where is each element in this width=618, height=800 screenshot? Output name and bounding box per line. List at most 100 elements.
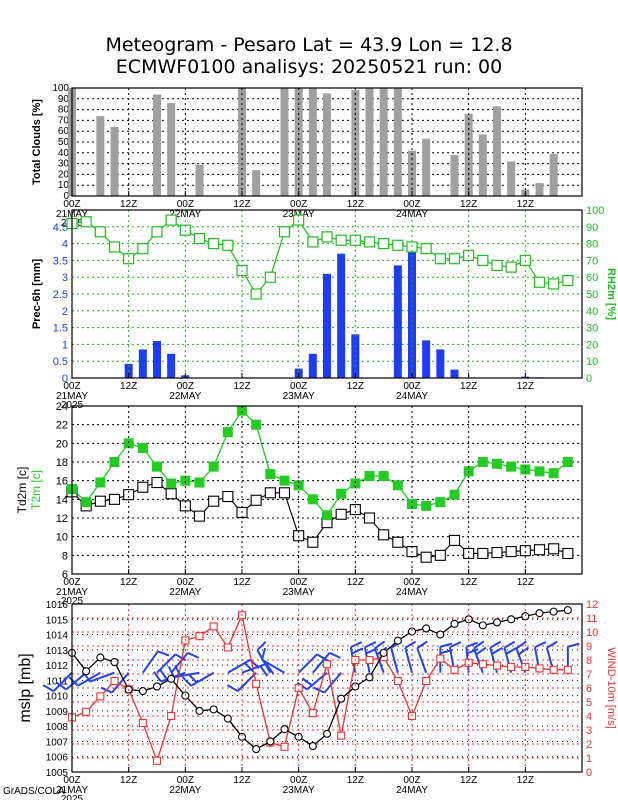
mslp-y-tick-0: 1005: [46, 768, 69, 779]
rh-marker-29: [477, 254, 489, 266]
td2m-marker-14: [264, 487, 276, 499]
wind-barb-flag-8-0: [153, 671, 162, 683]
td2m-marker-10: [208, 495, 220, 507]
rh-y-tick-4: 40: [586, 306, 598, 318]
wind-barb-3: [89, 671, 115, 683]
cloud-bar-3: [153, 94, 161, 196]
mslp-marker-18: [322, 729, 332, 738]
wind-barb-flag-10-1: [187, 673, 198, 684]
prec-y-tick-9: 4.5: [53, 222, 68, 234]
cloud-bar-9: [294, 88, 303, 196]
prec-y-tick-0: 0: [62, 373, 68, 385]
t2m-marker-14: [265, 469, 276, 480]
wind-barb-flag-26-0: [440, 642, 453, 648]
mslp-y-tick-6: 1011: [46, 676, 68, 687]
t2m-marker-17: [307, 494, 318, 505]
wind-barb-13: [237, 672, 257, 692]
t2m-marker-11: [222, 427, 233, 438]
td2m-marker-19: [335, 508, 347, 520]
wind-barb-flag-1-0: [55, 681, 67, 691]
rh-y-tick-7: 70: [586, 255, 598, 267]
t2m-marker-18: [322, 510, 332, 521]
prec-y-tick-3: 1.5: [53, 323, 68, 335]
td2m-marker-35: [562, 547, 574, 560]
t2m-marker-31: [506, 461, 517, 472]
prec-y-tick-5: 2.5: [53, 289, 68, 301]
mslp-marker-17: [308, 741, 317, 751]
wind-barb-flag-0-0: [42, 684, 55, 692]
td2m-marker-8: [179, 500, 191, 512]
temp-y-tick-5: 16: [56, 476, 68, 488]
wind-y-tick-6: 6: [586, 683, 592, 695]
td2m-marker-2: [94, 495, 106, 507]
td2m-marker-33: [533, 544, 546, 556]
rh-y-tick-9: 90: [586, 222, 598, 234]
wind-marker-5: [138, 718, 147, 728]
wind-y-tick-2: 2: [586, 739, 592, 751]
rh-marker-9: [193, 232, 206, 245]
wind-marker-35: [563, 665, 572, 674]
x-day-label-2-3: 24MAY: [396, 587, 428, 598]
clouds-y-tick-7: 70: [58, 115, 70, 126]
wind-barb-flag-34-0: [546, 640, 558, 649]
t2m-marker-1: [81, 497, 92, 508]
rh-marker-30: [491, 259, 503, 272]
x-tick-label-3-6: 00Z: [403, 775, 420, 786]
wind-barb-16: [297, 653, 318, 674]
cloud-bar-13: [365, 88, 374, 196]
wind-marker-29: [478, 660, 487, 669]
t2m-marker-35: [562, 457, 573, 467]
td2m-marker-25: [420, 551, 432, 563]
rh-marker-14: [264, 271, 276, 283]
wind-y-tick-12: 12: [586, 599, 598, 611]
prec-y-tick-6: 3: [62, 272, 68, 284]
rh-marker-19: [335, 234, 347, 246]
td2m-marker-20: [349, 504, 361, 516]
td2m-marker-27: [448, 534, 461, 546]
x-tick-label-3-5: 12Z: [347, 775, 364, 786]
mslp-y-tick-11: 1016: [46, 600, 69, 611]
wind-barb-19: [323, 672, 342, 694]
mslp-y-tick-1: 1006: [46, 753, 69, 764]
mslp-marker-2: [96, 653, 105, 662]
rh-y-tick-1: 10: [586, 356, 598, 368]
wind-barb-flag-15-0: [261, 647, 267, 660]
rh-marker-3: [108, 241, 121, 253]
mslp-marker-23: [393, 636, 402, 645]
wind-barb-flag-30-1: [491, 647, 503, 655]
wind-barb-15: [261, 658, 285, 674]
x-tick-label-0-6: 00Z: [403, 199, 420, 210]
t2m-marker-3: [109, 457, 120, 467]
rh-marker-31: [505, 261, 517, 273]
rh-marker-10: [208, 238, 220, 250]
clouds-y-tick-3: 30: [58, 159, 70, 170]
prec-bar-21: [408, 250, 416, 378]
t2m-marker-19: [336, 488, 347, 499]
cloud-bar-20: [478, 134, 487, 196]
x-tick-label-1-3: 12Z: [233, 381, 250, 392]
prec-bar-20: [393, 265, 402, 378]
cloud-bar-24: [535, 183, 544, 196]
t2m-marker-21: [364, 471, 375, 481]
x-day-label-3-0: 21MAY: [56, 785, 88, 796]
wind-barb-flag-33-0: [534, 641, 547, 649]
td2m-marker-5: [137, 481, 149, 493]
mslp-marker-25: [422, 624, 431, 633]
wind-barb-flag-12-0: [265, 663, 275, 675]
clouds-y-tick-1: 10: [58, 180, 70, 191]
mslp-marker-32: [521, 612, 530, 621]
rh-ylabel: RH2m [%]: [605, 268, 617, 320]
mslp-y-tick-10: 1015: [46, 615, 69, 626]
temp-y-tick-2: 10: [56, 532, 68, 544]
cloud-bar-22: [507, 161, 516, 196]
td2m-line: [71, 481, 569, 558]
clouds-y-tick-9: 90: [58, 94, 70, 105]
t2m-marker-30: [492, 458, 502, 469]
t2m-marker-34: [548, 468, 559, 479]
t2m-marker-25: [421, 500, 432, 511]
wind-y-tick-3: 3: [586, 725, 592, 737]
rh-marker-23: [392, 239, 404, 251]
wind-marker-3: [110, 676, 119, 686]
x-tick-label-0-1: 12Z: [120, 199, 137, 210]
td2m-marker-34: [548, 543, 560, 555]
